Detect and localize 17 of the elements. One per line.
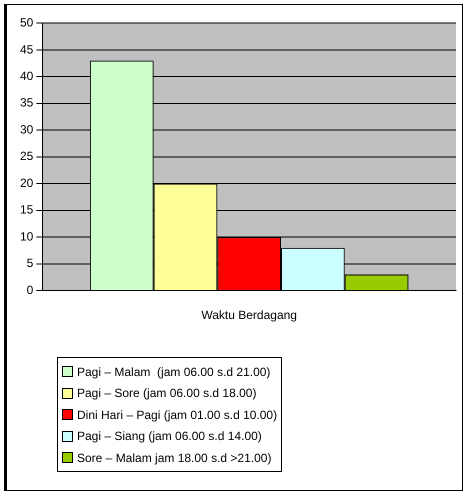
y-tick-label: 45 [20,42,34,56]
y-tick-label: 50 [20,16,34,30]
legend-label: Dini Hari – Pagi (jam 01.00 s.d 10.00) [77,408,278,422]
y-tick-label: 30 [20,122,34,136]
legend-label: Pagi – Malam (jam 06.00 s.d 21.00) [77,364,270,379]
y-tick-label: 40 [20,68,34,83]
legend-label: Sore – Malam jam 18.00 s.d >21.00) [77,450,272,465]
y-tick-label: 5 [26,256,34,270]
y-tick-label: 15 [20,202,34,217]
y-tick-label: 20 [20,176,34,190]
y-tick-label: 25 [20,149,34,164]
legend-label: Pagi – Sore (jam 06.00 s.d 18.00) [77,386,256,400]
x-tick-label: Waktu Berdagang [201,308,297,322]
y-tick-label: 35 [20,96,34,110]
y-tick-label: 0 [26,282,34,297]
y-tick-label: 10 [20,229,34,244]
legend-label: Pagi – Siang (jam 06.00 s.d 14.00) [77,429,262,444]
